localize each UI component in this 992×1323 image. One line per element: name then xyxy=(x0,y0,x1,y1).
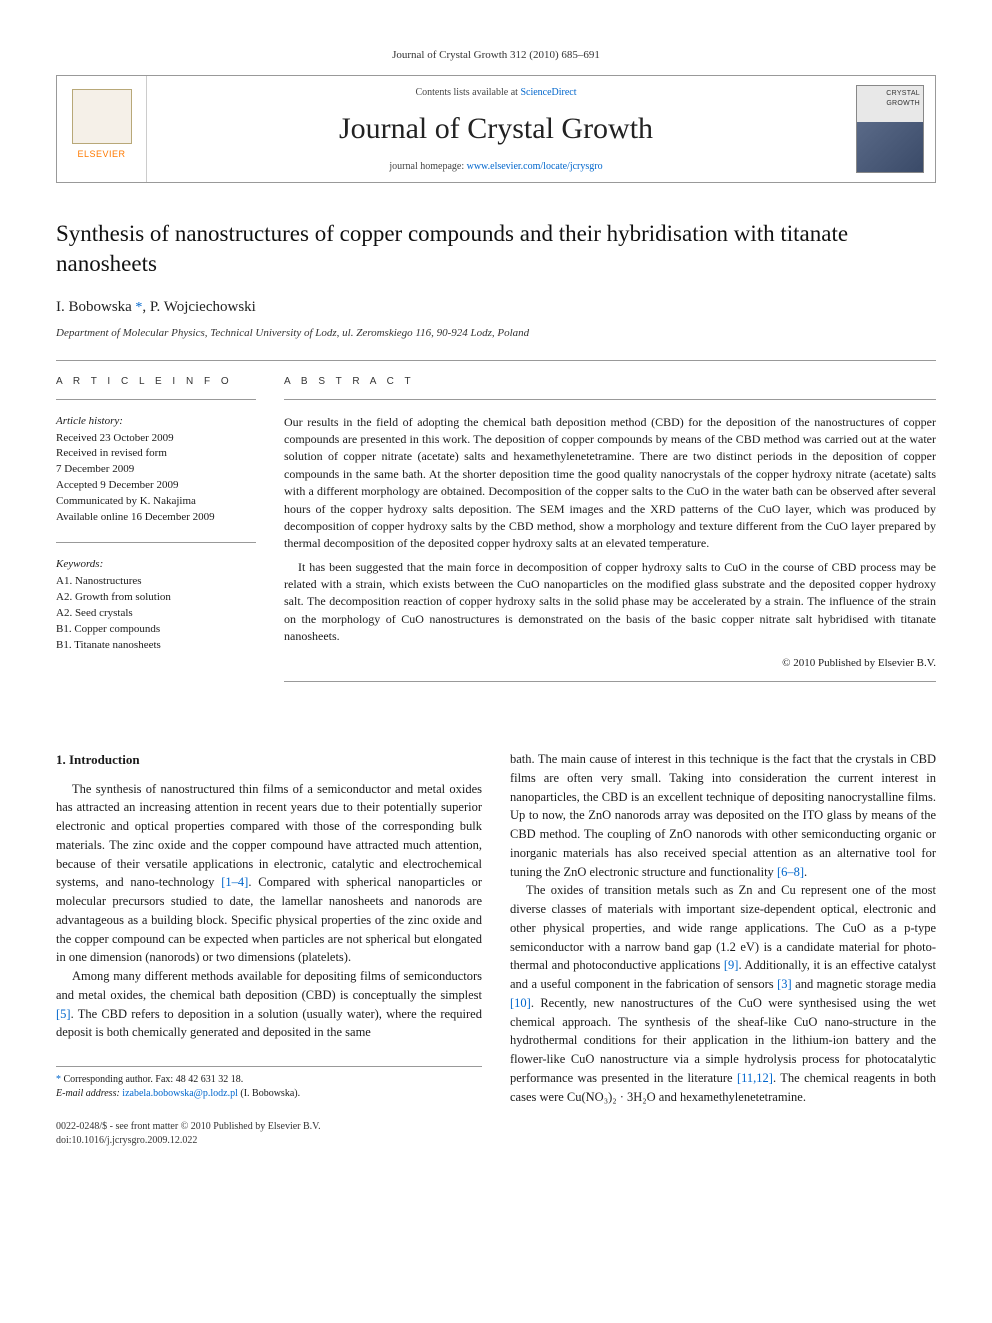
history-line: Received in revised form xyxy=(56,446,256,462)
citation-link[interactable]: [9] xyxy=(724,958,739,972)
section-heading: 1. Introduction xyxy=(56,750,482,770)
publisher-logo-box: ELSEVIER xyxy=(57,76,147,182)
body-paragraph: Among many different methods available f… xyxy=(56,967,482,1042)
abstract-paragraph: It has been suggested that the main forc… xyxy=(284,559,936,646)
divider xyxy=(56,542,256,543)
abstract-column: A B S T R A C T Our results in the field… xyxy=(284,375,936,696)
article-info-column: A R T I C L E I N F O Article history: R… xyxy=(56,375,256,696)
meta-abstract-row: A R T I C L E I N F O Article history: R… xyxy=(56,375,936,696)
email-line: E-mail address: izabela.bobowska@p.lodz.… xyxy=(56,1087,482,1101)
homepage-link[interactable]: www.elsevier.com/locate/jcrysgro xyxy=(467,161,603,172)
corresponding-author-line: * Corresponding author. Fax: 48 42 631 3… xyxy=(56,1073,482,1087)
divider xyxy=(284,399,936,400)
citation-link[interactable]: [1–4] xyxy=(221,875,248,889)
citation-link[interactable]: [5] xyxy=(56,1007,71,1021)
citation-link[interactable]: [6–8] xyxy=(777,865,804,879)
authors-text: I. Bobowska xyxy=(56,299,132,315)
cover-thumbnail-box: CRYSTAL GROWTH xyxy=(845,76,935,182)
citation-link[interactable]: [11,12] xyxy=(737,1071,773,1085)
email-label: E-mail address: xyxy=(56,1088,122,1099)
keyword-item: B1. Titanate nanosheets xyxy=(56,638,256,654)
divider xyxy=(284,681,936,682)
elsevier-logo: ELSEVIER xyxy=(67,89,137,169)
keywords-block: Keywords: A1. Nanostructures A2. Growth … xyxy=(56,557,256,654)
homepage-prefix: journal homepage: xyxy=(389,161,466,172)
bottom-metadata: 0022-0248/$ - see front matter © 2010 Pu… xyxy=(56,1120,936,1147)
history-line: Received 23 October 2009 xyxy=(56,431,256,447)
keyword-item: A1. Nanostructures xyxy=(56,574,256,590)
citation-link[interactable]: [3] xyxy=(777,977,792,991)
header-center: Contents lists available at ScienceDirec… xyxy=(147,76,845,182)
history-line: Available online 16 December 2009 xyxy=(56,510,256,526)
journal-title: Journal of Crystal Growth xyxy=(147,108,845,150)
keyword-item: B1. Copper compounds xyxy=(56,622,256,638)
history-line: 7 December 2009 xyxy=(56,462,256,478)
journal-reference: Journal of Crystal Growth 312 (2010) 685… xyxy=(56,48,936,63)
corresponding-author-mark-icon[interactable]: * xyxy=(132,300,143,315)
corresponding-author-footer: * Corresponding author. Fax: 48 42 631 3… xyxy=(56,1066,482,1101)
publisher-name: ELSEVIER xyxy=(67,148,137,161)
history-line: Communicated by K. Nakajima xyxy=(56,494,256,510)
divider xyxy=(56,360,936,361)
doi-line: doi:10.1016/j.jcrysgro.2009.12.022 xyxy=(56,1134,936,1148)
keywords-heading: Keywords: xyxy=(56,557,256,573)
history-heading: Article history: xyxy=(56,414,256,430)
footnote-star-icon: * xyxy=(56,1074,61,1085)
keyword-item: A2. Seed crystals xyxy=(56,606,256,622)
contents-line: Contents lists available at ScienceDirec… xyxy=(147,86,845,100)
homepage-line: journal homepage: www.elsevier.com/locat… xyxy=(147,160,845,174)
affiliation: Department of Molecular Physics, Technic… xyxy=(56,326,936,341)
divider xyxy=(56,399,256,400)
body-paragraph: bath. The main cause of interest in this… xyxy=(510,750,936,881)
citation-link[interactable]: [10] xyxy=(510,996,531,1010)
cover-image-placeholder xyxy=(857,122,923,172)
author-email-link[interactable]: izabela.bobowska@p.lodz.pl xyxy=(122,1088,238,1099)
journal-cover-thumbnail: CRYSTAL GROWTH xyxy=(856,85,924,173)
cover-label: CRYSTAL GROWTH xyxy=(857,86,923,109)
article-history: Article history: Received 23 October 200… xyxy=(56,414,256,527)
body-column-left: 1. Introduction The synthesis of nanostr… xyxy=(56,750,482,1106)
email-author-name: (I. Bobowska). xyxy=(238,1088,300,1099)
body-column-right: bath. The main cause of interest in this… xyxy=(510,750,936,1106)
body-paragraph: The synthesis of nanostructured thin fil… xyxy=(56,780,482,968)
abstract-label: A B S T R A C T xyxy=(284,375,936,389)
abstract-paragraph: Our results in the field of adopting the… xyxy=(284,414,936,553)
contents-prefix: Contents lists available at xyxy=(415,87,520,98)
article-info-label: A R T I C L E I N F O xyxy=(56,375,256,389)
history-line: Accepted 9 December 2009 xyxy=(56,478,256,494)
journal-header: ELSEVIER Contents lists available at Sci… xyxy=(56,75,936,183)
author-list: I. Bobowska *, P. Wojciechowski xyxy=(56,297,936,318)
keyword-item: A2. Growth from solution xyxy=(56,590,256,606)
elsevier-tree-icon xyxy=(72,89,132,144)
authors-text-2: , P. Wojciechowski xyxy=(142,299,256,315)
front-matter-line: 0022-0248/$ - see front matter © 2010 Pu… xyxy=(56,1120,936,1134)
article-title: Synthesis of nanostructures of copper co… xyxy=(56,219,936,279)
body-paragraph: The oxides of transition metals such as … xyxy=(510,881,936,1106)
body-two-column: 1. Introduction The synthesis of nanostr… xyxy=(56,750,936,1106)
sciencedirect-link[interactable]: ScienceDirect xyxy=(520,87,576,98)
abstract-copyright: © 2010 Published by Elsevier B.V. xyxy=(284,656,936,671)
